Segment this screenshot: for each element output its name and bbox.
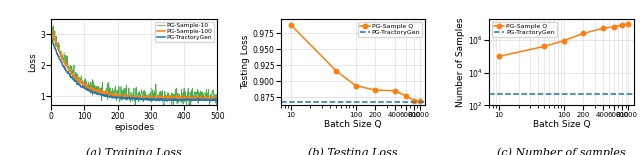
- Legend: PG-Sample Q, PG-TractoryGen: PG-Sample Q, PG-TractoryGen: [492, 22, 557, 37]
- Text: (b) Testing Loss: (b) Testing Loss: [308, 147, 398, 155]
- Y-axis label: Testing Loss: Testing Loss: [241, 35, 250, 89]
- Legend: PG-Sample-10, PG-Sample-100, PG-TractoryGen: PG-Sample-10, PG-Sample-100, PG-Tractory…: [155, 22, 214, 42]
- X-axis label: Batch Size Q: Batch Size Q: [532, 120, 590, 129]
- Y-axis label: Number of Samples: Number of Samples: [456, 17, 465, 107]
- Text: (a) Training Loss: (a) Training Loss: [86, 147, 182, 155]
- Legend: PG-Sample Q, PG-TractoryGen: PG-Sample Q, PG-TractoryGen: [358, 22, 422, 37]
- Y-axis label: Loss: Loss: [28, 52, 37, 72]
- X-axis label: Batch Size Q: Batch Size Q: [324, 120, 382, 129]
- X-axis label: episodes: episodes: [114, 123, 154, 132]
- Text: (c) Number of samples: (c) Number of samples: [497, 147, 626, 155]
